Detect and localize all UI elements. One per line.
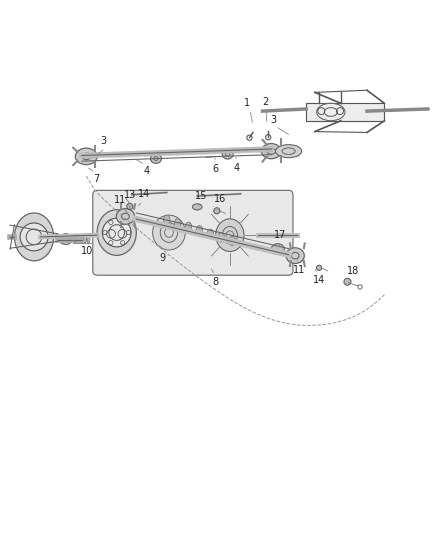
Text: 2: 2	[262, 97, 268, 107]
Ellipse shape	[59, 233, 72, 245]
Ellipse shape	[271, 244, 284, 255]
Text: 7: 7	[93, 174, 99, 184]
Ellipse shape	[163, 215, 170, 225]
Ellipse shape	[97, 209, 136, 255]
Text: 6: 6	[212, 164, 219, 174]
Ellipse shape	[116, 208, 134, 224]
Text: 11: 11	[293, 265, 305, 274]
Text: 1: 1	[244, 98, 250, 108]
Text: 4: 4	[234, 163, 240, 173]
Text: 15: 15	[195, 191, 208, 201]
Ellipse shape	[317, 103, 345, 120]
Ellipse shape	[286, 248, 304, 263]
Ellipse shape	[152, 215, 185, 250]
Ellipse shape	[276, 144, 302, 158]
Text: 14: 14	[313, 275, 325, 285]
Ellipse shape	[222, 149, 233, 159]
Text: 17: 17	[274, 230, 286, 240]
Circle shape	[214, 208, 220, 214]
Ellipse shape	[216, 219, 244, 252]
Text: 3: 3	[101, 136, 107, 147]
Text: 16: 16	[214, 194, 226, 204]
Text: 11: 11	[113, 195, 126, 205]
Circle shape	[317, 265, 322, 270]
Circle shape	[127, 204, 133, 209]
Ellipse shape	[75, 148, 97, 165]
Ellipse shape	[261, 143, 281, 159]
Ellipse shape	[14, 213, 53, 261]
Ellipse shape	[192, 204, 202, 210]
Ellipse shape	[229, 236, 235, 246]
Ellipse shape	[207, 229, 214, 239]
Text: 13: 13	[124, 190, 136, 200]
Ellipse shape	[150, 154, 161, 163]
Text: 3: 3	[270, 115, 276, 125]
Ellipse shape	[77, 235, 80, 243]
Text: 14: 14	[138, 189, 150, 199]
Ellipse shape	[218, 232, 224, 242]
Ellipse shape	[80, 235, 83, 243]
Ellipse shape	[87, 235, 90, 243]
Ellipse shape	[83, 235, 86, 243]
Text: 8: 8	[212, 277, 219, 287]
Ellipse shape	[196, 225, 203, 235]
Text: 10: 10	[81, 246, 93, 256]
Circle shape	[102, 218, 131, 247]
Bar	[306, 103, 385, 120]
FancyBboxPatch shape	[93, 190, 293, 275]
Text: 4: 4	[143, 166, 149, 176]
Ellipse shape	[185, 222, 192, 232]
Text: 18: 18	[347, 266, 359, 276]
Circle shape	[344, 278, 351, 285]
Text: 9: 9	[160, 253, 166, 263]
Ellipse shape	[73, 235, 76, 243]
Ellipse shape	[174, 219, 181, 228]
Circle shape	[20, 223, 48, 251]
